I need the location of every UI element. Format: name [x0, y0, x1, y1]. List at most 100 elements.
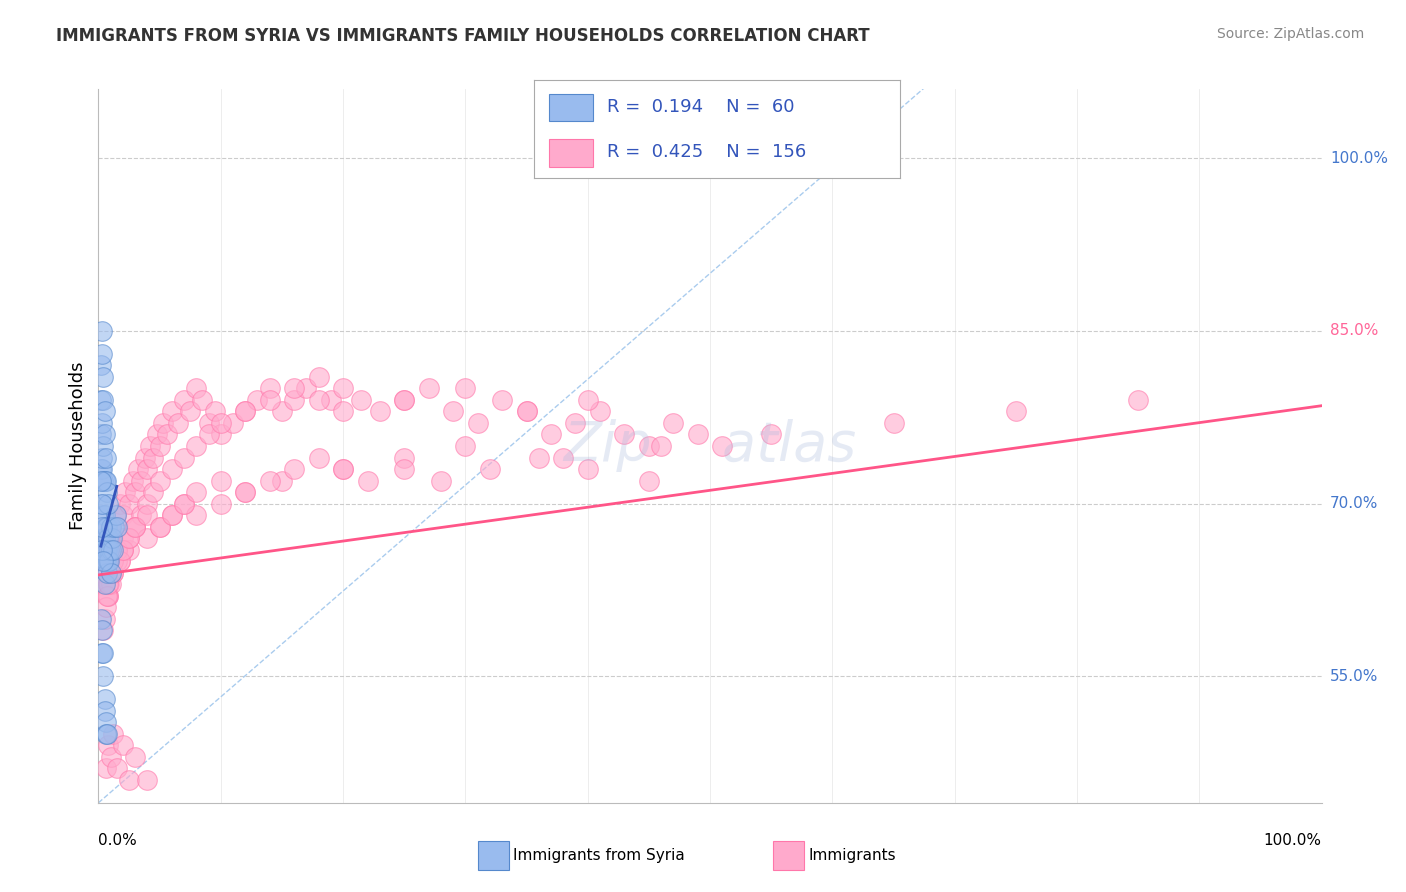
- Point: [94, 474, 117, 488]
- Point: [101, 727, 124, 741]
- Point: [103, 519, 125, 533]
- Text: IMMIGRANTS FROM SYRIA VS IMMIGRANTS FAMILY HOUSEHOLDS CORRELATION CHART: IMMIGRANTS FROM SYRIA VS IMMIGRANTS FAMI…: [56, 27, 870, 45]
- Point: [418, 381, 440, 395]
- Point: [527, 450, 550, 465]
- Point: [105, 554, 128, 568]
- Point: [356, 474, 378, 488]
- Point: [97, 531, 120, 545]
- Text: R =  0.194    N =  60: R = 0.194 N = 60: [607, 98, 794, 116]
- Point: [564, 416, 586, 430]
- Point: [186, 485, 208, 500]
- Point: [319, 392, 342, 407]
- Point: [105, 542, 128, 557]
- Point: [129, 508, 152, 522]
- Point: [94, 450, 117, 465]
- Point: [392, 392, 416, 407]
- Point: [209, 497, 232, 511]
- Point: [308, 370, 330, 384]
- Point: [191, 392, 214, 407]
- Point: [136, 462, 159, 476]
- Point: [209, 427, 232, 442]
- Point: [129, 474, 152, 488]
- Text: 55.0%: 55.0%: [1330, 669, 1378, 683]
- Point: [93, 474, 115, 488]
- Point: [90, 612, 112, 626]
- Point: [149, 474, 172, 488]
- Point: [637, 474, 661, 488]
- Point: [124, 519, 146, 533]
- Point: [93, 704, 115, 718]
- Point: [100, 554, 122, 568]
- Point: [136, 508, 159, 522]
- Point: [197, 416, 219, 430]
- Point: [97, 531, 120, 545]
- Point: [101, 566, 124, 580]
- Point: [101, 566, 124, 580]
- Point: [368, 404, 391, 418]
- Point: [96, 727, 118, 741]
- Point: [454, 439, 477, 453]
- Point: [91, 669, 114, 683]
- Point: [96, 566, 118, 580]
- Point: [515, 404, 537, 418]
- Text: 100.0%: 100.0%: [1264, 833, 1322, 848]
- Point: [93, 508, 115, 522]
- Point: [167, 416, 190, 430]
- Point: [454, 381, 477, 395]
- Point: [105, 761, 128, 775]
- Point: [97, 589, 120, 603]
- Text: Source: ZipAtlas.com: Source: ZipAtlas.com: [1216, 27, 1364, 41]
- Point: [91, 439, 114, 453]
- Point: [270, 404, 294, 418]
- Point: [101, 554, 124, 568]
- Point: [101, 542, 124, 557]
- Point: [93, 554, 115, 568]
- Point: [576, 462, 599, 476]
- Point: [96, 566, 118, 580]
- Point: [118, 531, 141, 545]
- Point: [96, 554, 118, 568]
- Point: [97, 497, 120, 511]
- Point: [107, 519, 129, 533]
- Point: [650, 439, 672, 453]
- Point: [91, 646, 114, 660]
- Point: [139, 439, 162, 453]
- Point: [93, 404, 115, 418]
- Point: [90, 359, 112, 373]
- Point: [209, 416, 232, 430]
- Point: [662, 416, 685, 430]
- Point: [100, 749, 122, 764]
- Point: [118, 542, 141, 557]
- Point: [93, 577, 115, 591]
- Point: [149, 519, 172, 533]
- Point: [392, 450, 416, 465]
- Point: [197, 427, 219, 442]
- Point: [91, 577, 114, 591]
- Point: [613, 427, 636, 442]
- Bar: [548, 94, 593, 121]
- Point: [124, 519, 146, 533]
- Point: [100, 577, 122, 591]
- Point: [173, 392, 195, 407]
- Point: [91, 324, 114, 338]
- Point: [110, 554, 132, 568]
- Point: [94, 542, 117, 557]
- Point: [283, 462, 305, 476]
- Point: [259, 474, 281, 488]
- Point: [94, 542, 117, 557]
- Text: Immigrants from Syria: Immigrants from Syria: [513, 848, 685, 863]
- Point: [204, 404, 226, 418]
- Point: [124, 485, 146, 500]
- Point: [93, 427, 115, 442]
- Point: [467, 416, 489, 430]
- Point: [173, 497, 195, 511]
- Point: [222, 416, 245, 430]
- Point: [111, 738, 134, 752]
- Point: [98, 542, 121, 557]
- Point: [160, 404, 183, 418]
- Point: [100, 566, 122, 580]
- Point: [91, 566, 114, 580]
- Point: [91, 347, 114, 361]
- Point: [91, 392, 114, 407]
- Point: [179, 404, 201, 418]
